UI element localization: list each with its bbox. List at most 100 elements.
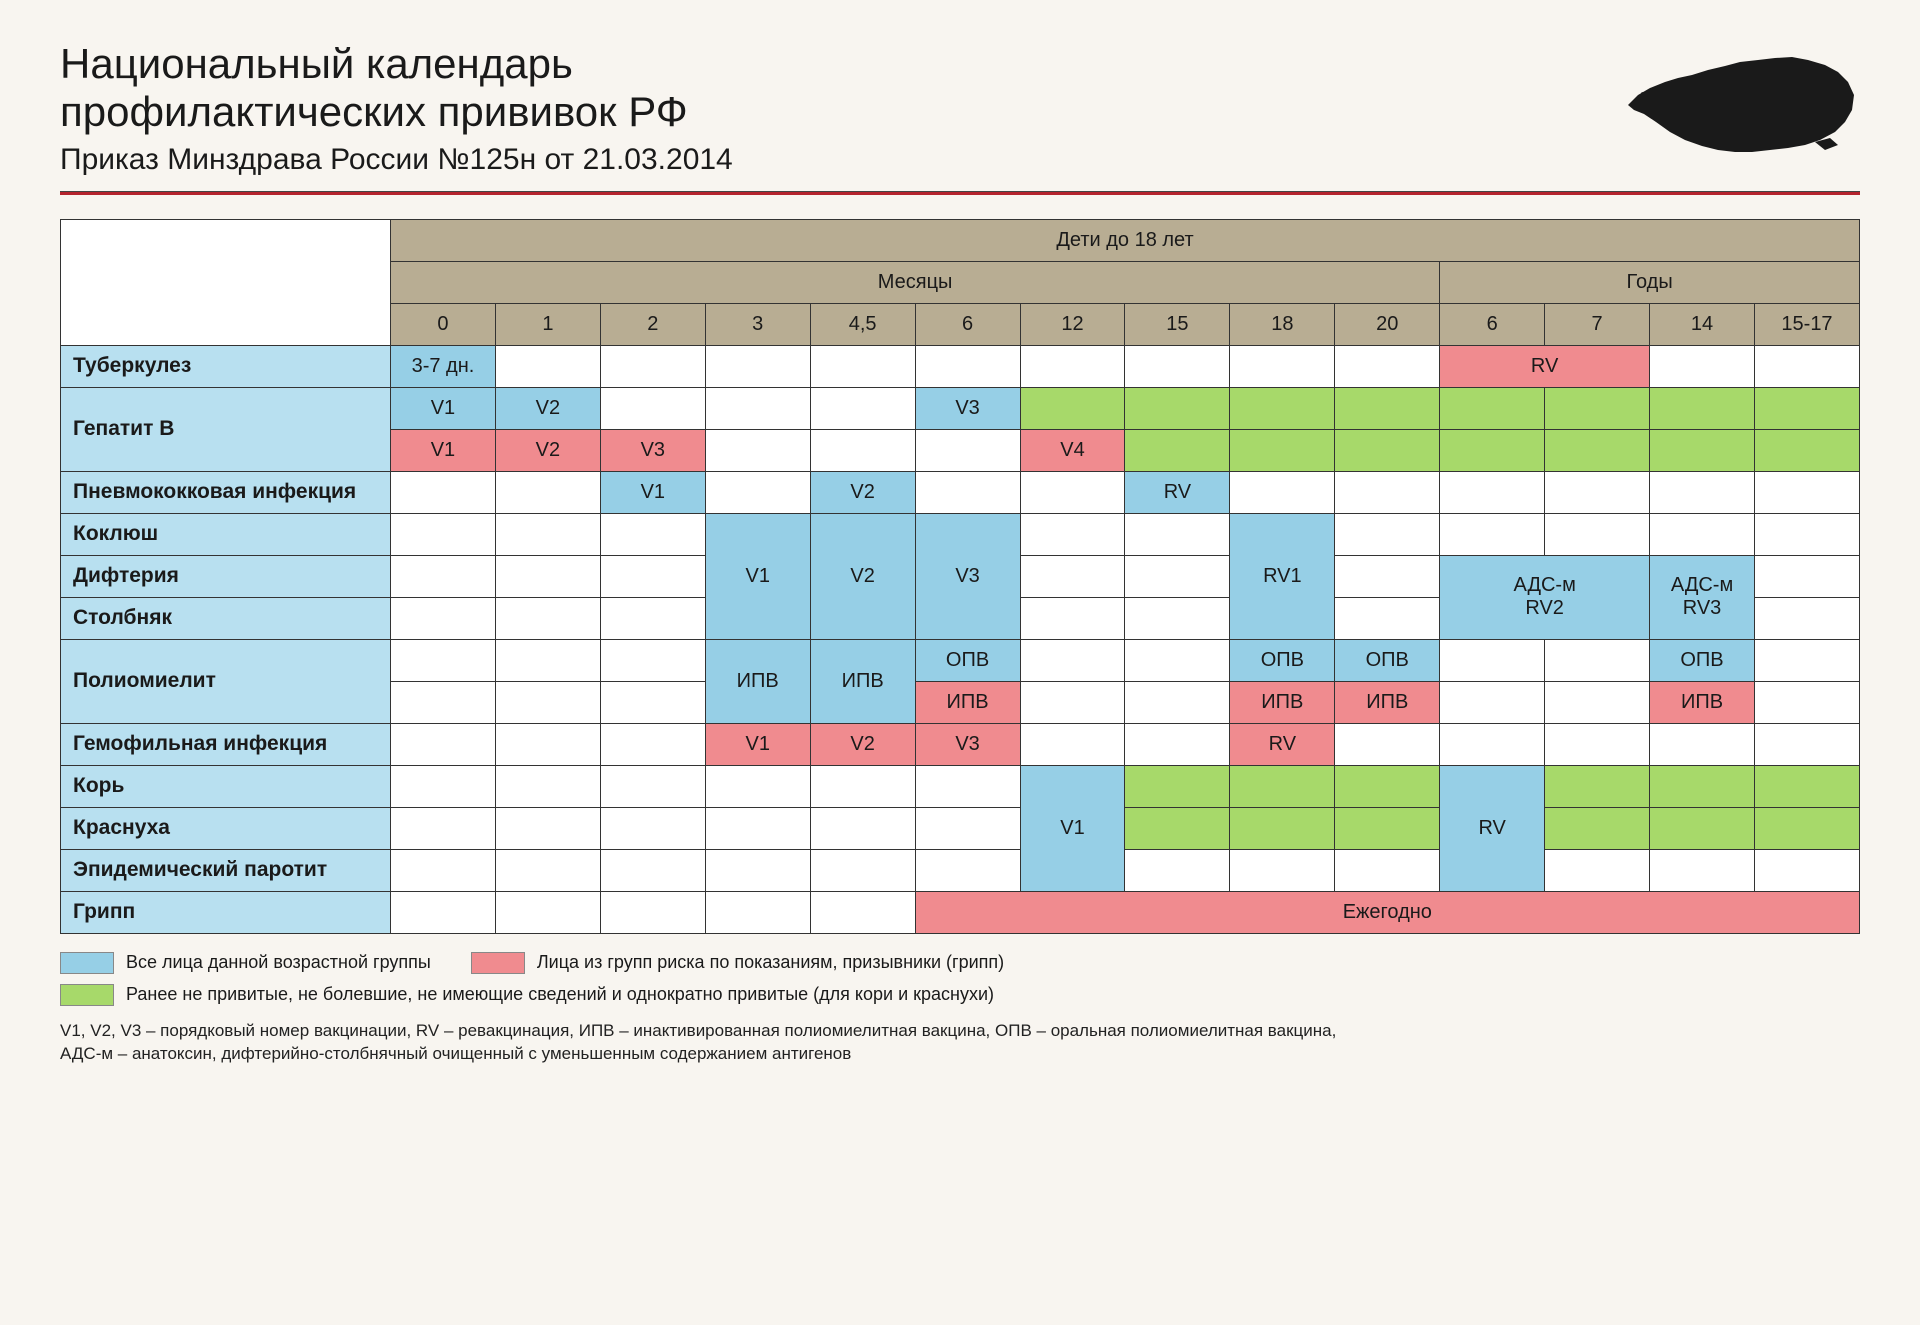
rowname-tetanus: Столбняк xyxy=(61,597,391,639)
rowname-pertussis: Коклюш xyxy=(61,513,391,555)
cell xyxy=(1230,849,1335,891)
col-y1517: 15-17 xyxy=(1754,303,1859,345)
cell xyxy=(1754,429,1859,471)
cell xyxy=(1754,387,1859,429)
swatch-blue-icon xyxy=(60,952,114,974)
cell xyxy=(1754,597,1859,639)
col-y6: 6 xyxy=(1440,303,1545,345)
cell xyxy=(391,849,496,891)
rowname-measles: Корь xyxy=(61,765,391,807)
cell xyxy=(915,849,1020,891)
cell xyxy=(1125,555,1230,597)
cell: V1 xyxy=(391,429,496,471)
cell: ОПВ xyxy=(915,639,1020,681)
cell: V3 xyxy=(915,387,1020,429)
rowname-rubella: Краснуха xyxy=(61,807,391,849)
row-mumps: Эпидемический паротит xyxy=(61,849,1860,891)
cell: V3 xyxy=(600,429,705,471)
cell xyxy=(1650,345,1755,387)
cell xyxy=(1335,807,1440,849)
col-y14: 14 xyxy=(1650,303,1755,345)
cell xyxy=(1125,765,1230,807)
cell xyxy=(1440,681,1545,723)
row-rubella: Краснуха xyxy=(61,807,1860,849)
cell: АДС-мRV3 xyxy=(1650,555,1755,639)
cell xyxy=(1545,807,1650,849)
cell: АДС-мRV2 xyxy=(1440,555,1650,639)
cell xyxy=(1230,765,1335,807)
cell xyxy=(1230,471,1335,513)
cell: ИПВ xyxy=(915,681,1020,723)
cell xyxy=(1440,639,1545,681)
col-m2: 2 xyxy=(600,303,705,345)
cell xyxy=(1125,597,1230,639)
cell xyxy=(705,429,810,471)
footnote-line-1: V1, V2, V3 – порядковый номер вакцинации… xyxy=(60,1020,1860,1043)
legend: Все лица данной возрастной группы Лица и… xyxy=(60,952,1860,1006)
cell: V1 xyxy=(705,723,810,765)
cell xyxy=(1020,639,1125,681)
cell: ИПВ xyxy=(705,639,810,723)
cell: ИПВ xyxy=(1650,681,1755,723)
cell xyxy=(810,849,915,891)
cell xyxy=(391,765,496,807)
cell xyxy=(495,513,600,555)
cell xyxy=(391,681,496,723)
cell xyxy=(915,471,1020,513)
cell xyxy=(495,639,600,681)
rowname-hepb: Гепатит B xyxy=(61,387,391,471)
cell xyxy=(1230,387,1335,429)
cell xyxy=(495,807,600,849)
cell xyxy=(1125,681,1230,723)
cell xyxy=(1020,555,1125,597)
cell xyxy=(1754,807,1859,849)
cell: ИПВ xyxy=(1230,681,1335,723)
cell: V2 xyxy=(495,429,600,471)
cell xyxy=(600,849,705,891)
col-m0: 0 xyxy=(391,303,496,345)
cell xyxy=(705,471,810,513)
cell: RV xyxy=(1125,471,1230,513)
cell xyxy=(1545,639,1650,681)
cell: RV xyxy=(1440,765,1545,891)
cell xyxy=(495,555,600,597)
cell xyxy=(705,387,810,429)
russia-map-icon xyxy=(1620,40,1860,170)
cell: RV xyxy=(1230,723,1335,765)
cell xyxy=(810,807,915,849)
cell xyxy=(1125,807,1230,849)
cell: ОПВ xyxy=(1230,639,1335,681)
cell xyxy=(810,765,915,807)
cell xyxy=(1754,723,1859,765)
cell xyxy=(391,639,496,681)
cell xyxy=(1020,513,1125,555)
cell xyxy=(1650,723,1755,765)
corner-cell xyxy=(61,219,391,345)
cell: V2 xyxy=(810,471,915,513)
subtitle: Приказ Минздрава России №125н от 21.03.2… xyxy=(60,143,1860,177)
cell xyxy=(600,513,705,555)
header-top: Дети до 18 лет xyxy=(391,219,1860,261)
cell xyxy=(1125,429,1230,471)
rowname-tub: Туберкулез xyxy=(61,345,391,387)
cell xyxy=(495,765,600,807)
cell xyxy=(1754,513,1859,555)
cell xyxy=(391,597,496,639)
cell xyxy=(495,471,600,513)
cell xyxy=(600,723,705,765)
cell xyxy=(1440,387,1545,429)
legend-pink-text: Лица из групп риска по показаниям, призы… xyxy=(537,952,1004,973)
title-line-1: Национальный календарь xyxy=(60,40,573,87)
cell xyxy=(1754,345,1859,387)
cell xyxy=(1545,849,1650,891)
cell: Ежегодно xyxy=(915,891,1859,933)
cell xyxy=(1125,513,1230,555)
cell xyxy=(1440,471,1545,513)
cell xyxy=(1125,849,1230,891)
cell xyxy=(391,891,496,933)
cell xyxy=(1754,555,1859,597)
cell xyxy=(1125,387,1230,429)
cell: V2 xyxy=(810,723,915,765)
row-polio-1: Полиомиелит ИПВ ИПВ ОПВ ОПВ ОПВ ОПВ xyxy=(61,639,1860,681)
cell xyxy=(1440,723,1545,765)
